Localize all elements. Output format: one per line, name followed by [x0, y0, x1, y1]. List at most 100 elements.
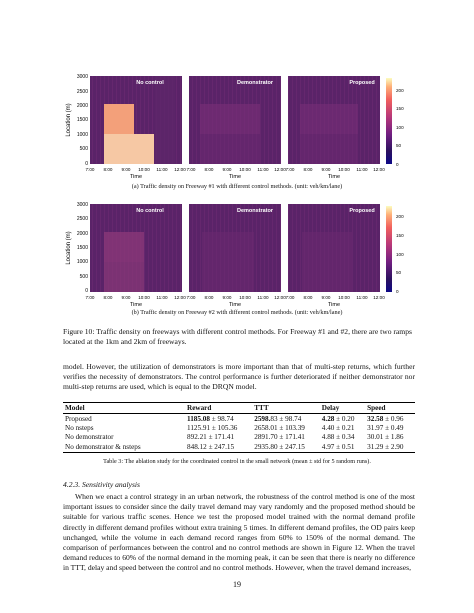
x-tick: 9:00: [322, 295, 331, 300]
panel-title: Proposed: [349, 80, 374, 86]
std-value: ± 0.96: [383, 414, 404, 423]
header-model: Model: [63, 402, 185, 414]
table-header-row: Model Reward TTT Delay Speed: [63, 402, 415, 414]
x-tick: 7:00: [187, 167, 196, 172]
std-value: ± 0.20: [334, 414, 355, 423]
cell-ttt: 2658.01 ± 103.39: [254, 424, 305, 433]
x-tick: 9:00: [122, 167, 131, 172]
y-tick: 500: [80, 274, 89, 280]
x-tick: 11:00: [356, 295, 368, 300]
x-axis-label: Time: [130, 174, 142, 180]
std-value: 83 ± 98.74: [270, 414, 302, 423]
x-tick: 11:00: [257, 295, 269, 300]
panel-title: Proposed: [349, 208, 374, 214]
x-axis-label: Time: [328, 302, 340, 308]
x-tick: 10:00: [138, 295, 150, 300]
heatmap-no-control-b: No control: [90, 204, 182, 292]
bold-value: 1185.08: [187, 414, 210, 423]
x-tick: 12:00: [174, 167, 186, 172]
subfigure-b: Location (m) 3000 2500 2000 1500 1000 50…: [66, 202, 404, 308]
cell-speed: 31.97 ± 0.49: [367, 424, 404, 433]
panel-title: Demonstrator: [237, 208, 274, 214]
x-ticks-b: 7:00 8:00 9:00 10:00 11:00 12:00 7:00 8:…: [86, 295, 386, 300]
y-tick: 2500: [77, 216, 88, 222]
cell-delay: 4.28 ± 0.20: [320, 414, 365, 424]
x-axis-label: Time: [229, 174, 241, 180]
y-tick: 3000: [77, 74, 88, 80]
x-tick: 9:00: [223, 295, 232, 300]
x-tick: 7:00: [187, 295, 196, 300]
subfigure-a: Location (m) 3000 2500 2000 1500 1000 50…: [66, 74, 404, 180]
cell-ttt: 2598.83 ± 98.74: [252, 414, 320, 424]
colorbar-ticks-b: 200 150 100 50 0: [396, 214, 404, 294]
cb-tick: 200: [396, 88, 404, 93]
x-tick: 7:00: [86, 167, 95, 172]
y-tick: 1500: [77, 245, 88, 251]
header-speed: Speed: [365, 402, 415, 414]
y-axis-label: Location (m): [66, 231, 72, 264]
cb-tick: 0: [396, 162, 399, 167]
cell-reward: 848.12 ± 247.15: [185, 442, 253, 453]
x-tick: 12:00: [373, 295, 385, 300]
colorbar-b: [386, 206, 392, 292]
y-tick: 1000: [77, 132, 88, 138]
heatmap-proposed-b: Proposed: [288, 204, 380, 292]
y-tick: 1000: [77, 259, 88, 265]
panel-title: No control: [136, 80, 164, 86]
y-axis-label: Location (m): [66, 103, 72, 136]
x-tick: 12:00: [274, 167, 286, 172]
cell-ttt: 2935.80 ± 247.15: [252, 442, 320, 453]
x-tick: 10:00: [138, 167, 150, 172]
sub-caption-b: (b) Traffic density on Freeway #2 with d…: [131, 309, 343, 316]
paragraph-ablation: model. However, the utilization of demon…: [63, 362, 415, 392]
y-ticks-b: 3000 2500 2000 1500 1000 500 0: [77, 202, 88, 294]
x-tick: 8:00: [304, 167, 313, 172]
std-value: ± 98.74: [209, 414, 234, 423]
cell-model: Proposed: [65, 414, 92, 423]
figure-caption: Figure 10: Traffic density on freeways w…: [63, 327, 412, 346]
cell-reward: 1185.08 ± 98.74: [185, 414, 252, 424]
x-axis-label: Time: [130, 302, 142, 308]
x-tick: 9:00: [322, 167, 331, 172]
y-tick: 1500: [77, 117, 88, 123]
traffic-density-figure: Location (m) 3000 2500 2000 1500 1000 50…: [66, 74, 404, 308]
x-tick: 11:00: [156, 167, 168, 172]
x-tick: 11:00: [356, 167, 368, 172]
page-number: 19: [233, 580, 241, 589]
cb-tick: 0: [396, 289, 399, 294]
colorbar-ticks-a: 200 150 100 50 0: [396, 88, 404, 167]
y-tick: 500: [80, 146, 89, 152]
x-tick: 10:00: [239, 295, 251, 300]
x-tick: 8:00: [104, 295, 113, 300]
header-ttt: TTT: [252, 402, 320, 414]
cb-tick: 150: [396, 233, 404, 238]
table-row: No demonstrator & nsteps 848.12 ± 247.15…: [63, 442, 415, 453]
y-tick: 2000: [77, 231, 88, 237]
bold-value: 32.58: [367, 414, 384, 423]
paragraph-sensitivity: When we enact a control strategy in an u…: [63, 492, 415, 573]
y-tick: 2000: [77, 103, 88, 109]
x-tick: 8:00: [205, 167, 214, 172]
x-tick: 9:00: [122, 295, 131, 300]
cell-speed: 30.01 ± 1.86: [367, 433, 404, 442]
sub-caption-a: (a) Traffic density on Freeway #1 with d…: [131, 183, 343, 190]
cb-tick: 50: [396, 143, 402, 148]
header-delay: Delay: [319, 402, 366, 414]
y-ticks-a: 3000 2500 2000 1500 1000 500 0: [77, 74, 88, 167]
x-tick: 11:00: [257, 167, 269, 172]
cell-delay: 4.88 ± 0.34: [321, 433, 355, 442]
x-tick: 11:00: [156, 295, 168, 300]
x-tick: 12:00: [174, 295, 186, 300]
cb-tick: 100: [396, 125, 404, 130]
cb-tick: 100: [396, 252, 404, 257]
cb-tick: 50: [396, 270, 402, 275]
cell-model: No nsteps: [65, 424, 94, 433]
table-row: Proposed 1185.08 ± 98.74 2598.83 ± 98.74…: [63, 414, 415, 424]
cell-speed: 31.29 ± 2.90: [365, 442, 415, 453]
cb-tick: 150: [396, 106, 404, 111]
panel-title: No control: [136, 208, 164, 214]
section-heading: 4.2.3. Sensitivity analysis: [63, 480, 140, 489]
x-tick: 9:00: [223, 167, 232, 172]
ablation-table: Model Reward TTT Delay Speed Proposed 11…: [63, 402, 415, 453]
header-reward: Reward: [185, 402, 253, 414]
